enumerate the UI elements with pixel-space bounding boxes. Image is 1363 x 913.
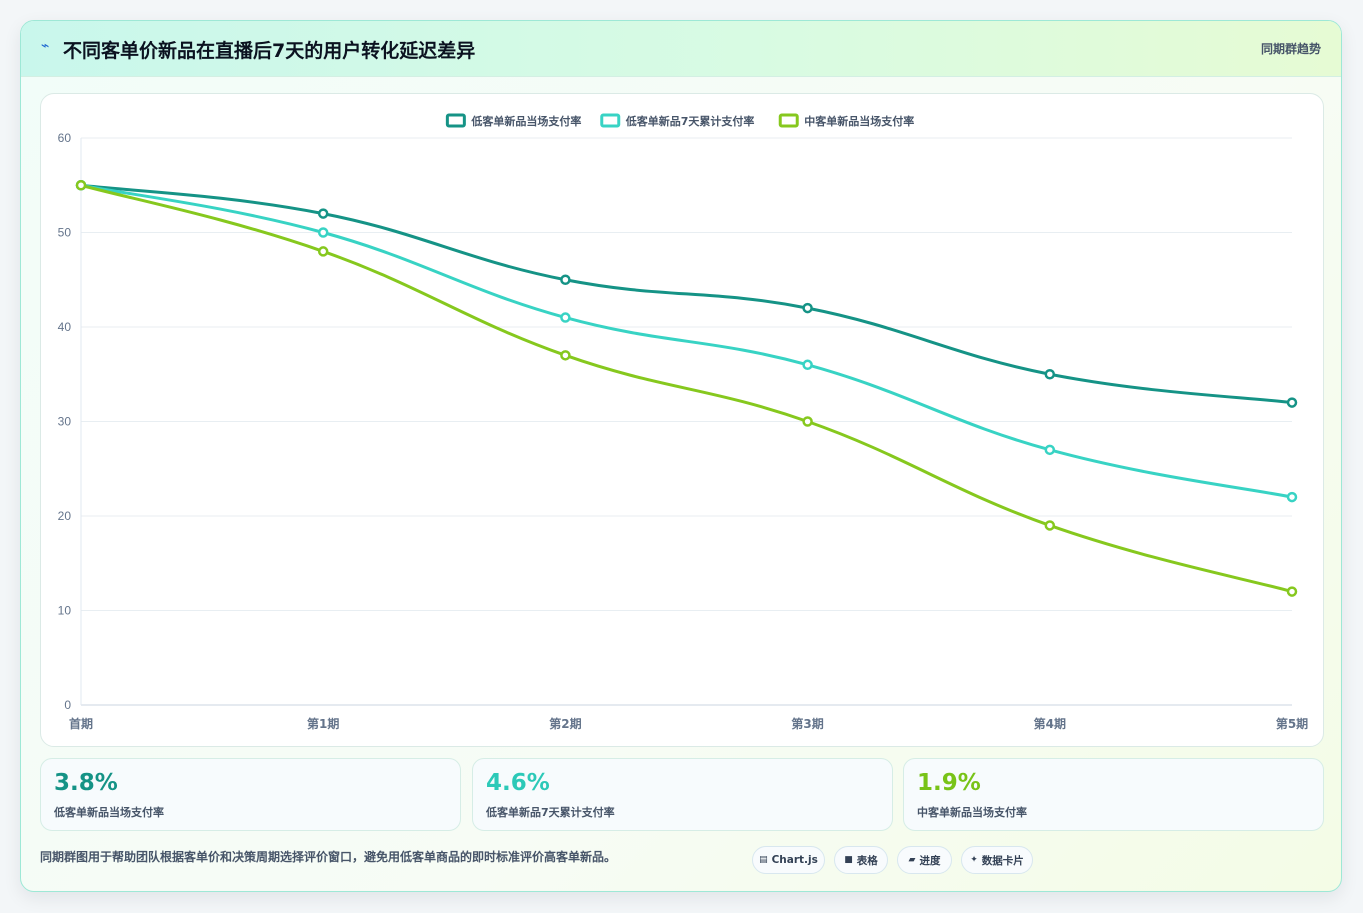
legend-label: 中客单新品当场支付率 <box>804 114 914 128</box>
page-title: 不同客单价新品在直播后7天的用户转化延迟差异 <box>63 40 476 62</box>
data-card-pill[interactable]: ✦ 数据卡片 <box>961 846 1033 874</box>
pill-label: 进度 <box>919 854 941 867</box>
table-icon: ■ <box>844 855 853 865</box>
data-point <box>802 416 813 427</box>
stat-value: 4.6% <box>486 770 550 796</box>
data-point <box>1044 369 1056 380</box>
series-line-2 <box>79 183 1294 594</box>
legend-label: 低客单新品7天累计支付率 <box>625 114 755 128</box>
y-tick-label: 50 <box>58 226 72 240</box>
table-pill[interactable]: ■ 表格 <box>834 846 888 874</box>
y-tick-label: 60 <box>58 131 72 145</box>
stat-card-mid-instant: 1.9% 中客单新品当场支付率 <box>903 758 1324 831</box>
data-point <box>560 312 571 323</box>
x-tick-label: 第4期 <box>1034 716 1066 731</box>
stat-card-low-instant: 3.8% 低客单新品当场支付率 <box>40 758 461 831</box>
legend-swatch <box>778 113 799 128</box>
series-line-1 <box>79 183 1294 499</box>
dashboard-card: ⌁ 不同客单价新品在直播后7天的用户转化延迟差异 同期群趋势 0 10 20 30 40… <box>20 20 1342 892</box>
legend-swatch <box>445 113 466 128</box>
x-tick-label: 首期 <box>69 716 93 731</box>
data-point <box>560 350 571 361</box>
data-point <box>317 227 329 238</box>
stat-label: 低客单新品当场支付率 <box>54 806 164 819</box>
data-point <box>1286 586 1298 597</box>
stat-value: 1.9% <box>917 770 981 796</box>
footer-description: 同期群图用于帮助团队根据客单价和决策周期选择评价窗口，避免用低客单商品的即时标准… <box>40 850 617 864</box>
x-tick-label: 第1期 <box>307 716 339 731</box>
card-header: ⌁ 不同客单价新品在直播后7天的用户转化延迟差异 同期群趋势 <box>21 21 1341 77</box>
data-point <box>1286 491 1298 503</box>
data-point <box>1044 444 1056 456</box>
pill-label: Chart.js <box>771 854 818 866</box>
legend-label: 低客单新品当场支付率 <box>470 114 581 128</box>
y-tick-label: 40 <box>58 320 72 334</box>
progress-icon: ▰ <box>908 855 916 865</box>
stat-label: 低客单新品7天累计支付率 <box>486 806 615 819</box>
progress-pill[interactable]: ▰ 进度 <box>897 846 952 874</box>
y-tick-label: 10 <box>58 604 72 618</box>
stat-label: 中客单新品当场支付率 <box>917 806 1027 819</box>
data-point <box>802 302 813 314</box>
y-tick-label: 20 <box>58 509 72 523</box>
stat-value: 3.8% <box>54 770 118 796</box>
y-tick-label: 0 <box>64 698 71 712</box>
legend-swatch <box>600 113 621 128</box>
x-tick-label: 第5期 <box>1276 716 1308 731</box>
chart-icon: ▤ <box>759 855 768 865</box>
data-point <box>560 274 571 285</box>
sparkle-icon: ✦ <box>970 855 978 865</box>
y-tick-label: 30 <box>58 415 72 429</box>
series-line-0 <box>79 183 1294 405</box>
x-tick-label: 第2期 <box>549 716 581 731</box>
data-point <box>1286 397 1298 408</box>
pill-label: 表格 <box>856 854 878 867</box>
chartjs-pill[interactable]: ▤ Chart.js <box>752 846 825 874</box>
data-point <box>75 180 87 191</box>
pill-label: 数据卡片 <box>981 854 1024 867</box>
x-tick-label: 第3期 <box>791 716 823 731</box>
header-label: 同期群趋势 <box>1260 42 1321 56</box>
chart-panel: 0 10 20 30 40 50 60 首期 第1期 第2期 第3期 第4期 第5期 低客单新品当场支付率… <box>40 93 1324 747</box>
lightning-icon: ⌁ <box>41 38 50 54</box>
data-point <box>317 246 329 257</box>
stat-card-low-7day: 4.6% 低客单新品7天累计支付率 <box>472 758 893 831</box>
data-point <box>317 208 329 219</box>
line-chart: 0 10 20 30 40 50 60 首期 第1期 第2期 第3期 第4期 第5期 低客单新品当场支付率… <box>58 113 1308 731</box>
data-point <box>1044 520 1056 531</box>
data-point <box>802 359 813 371</box>
